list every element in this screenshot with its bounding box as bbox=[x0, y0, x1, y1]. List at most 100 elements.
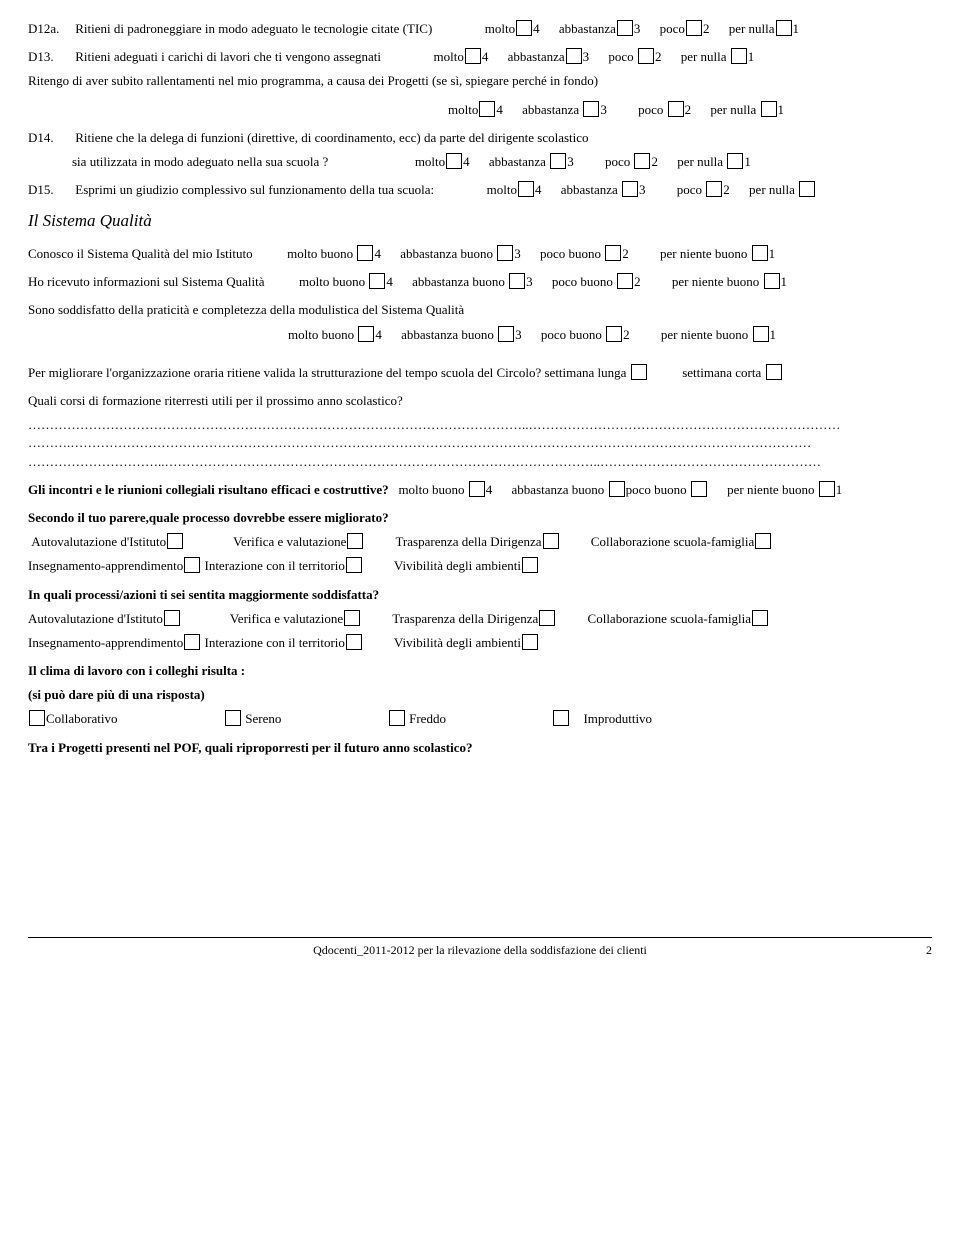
checkbox-icon[interactable] bbox=[164, 610, 180, 626]
checkbox-icon[interactable] bbox=[29, 710, 45, 726]
scale: molto4 abbastanza3 poco 2 per nulla 1 bbox=[434, 49, 755, 64]
q-d13-sub-scale: molto4 abbastanza 3 poco 2 per nulla 1 bbox=[28, 101, 932, 119]
checkbox-icon[interactable] bbox=[753, 326, 769, 342]
checkbox-icon[interactable] bbox=[566, 48, 582, 64]
scale: molto4 abbastanza 3 poco 2 per nulla bbox=[487, 182, 817, 197]
q-d14-sub: sia utilizzata in modo adeguato nella su… bbox=[72, 153, 932, 171]
dotted-line: …………………………..…………………………………………………………………………… bbox=[28, 453, 932, 471]
clima-opts: Collaborativo Sereno Freddo Improduttivo bbox=[28, 710, 932, 728]
checkbox-icon[interactable] bbox=[686, 20, 702, 36]
checkbox-icon[interactable] bbox=[344, 610, 360, 626]
qualita-r3: Sono soddisfatto della praticità e compl… bbox=[28, 301, 932, 319]
checkbox-icon[interactable] bbox=[225, 710, 241, 726]
scale: molto4 abbastanza3 poco2 per nulla1 bbox=[485, 21, 799, 36]
checkbox-icon[interactable] bbox=[446, 153, 462, 169]
checkbox-icon[interactable] bbox=[731, 48, 747, 64]
q-code: D13. bbox=[28, 48, 72, 66]
checkbox-icon[interactable] bbox=[638, 48, 654, 64]
checkbox-icon[interactable] bbox=[539, 610, 555, 626]
q-code: D12a. bbox=[28, 20, 72, 38]
q-code: D14. bbox=[28, 129, 72, 147]
checkbox-icon[interactable] bbox=[389, 710, 405, 726]
checkbox-icon[interactable] bbox=[516, 20, 532, 36]
clima-note: (si può dare più di una risposta) bbox=[28, 686, 932, 704]
checkbox-icon[interactable] bbox=[346, 634, 362, 650]
footer: Qdocenti_2011-2012 per la rilevazione de… bbox=[28, 937, 932, 959]
checkbox-icon[interactable] bbox=[706, 181, 722, 197]
checkbox-icon[interactable] bbox=[617, 273, 633, 289]
corsi-q: Quali corsi di formazione riterresti uti… bbox=[28, 392, 932, 410]
checkbox-icon[interactable] bbox=[522, 634, 538, 650]
checkbox-icon[interactable] bbox=[819, 481, 835, 497]
checkbox-icon[interactable] bbox=[799, 181, 815, 197]
scale: molto4 abbastanza 3 poco 2 per nulla 1 bbox=[448, 102, 784, 117]
checkbox-icon[interactable] bbox=[167, 533, 183, 549]
q-code: D15. bbox=[28, 181, 72, 199]
scale: molto4 abbastanza 3 poco 2 per nulla 1 bbox=[415, 154, 751, 169]
checkbox-icon[interactable] bbox=[509, 273, 525, 289]
checkbox-icon[interactable] bbox=[606, 326, 622, 342]
checkbox-icon[interactable] bbox=[346, 557, 362, 573]
checkbox-icon[interactable] bbox=[479, 101, 495, 117]
checkbox-icon[interactable] bbox=[634, 153, 650, 169]
q-text: Ritiene che la delega di funzioni (diret… bbox=[75, 130, 588, 145]
soddisfatta-row2: Insegnamento-apprendimento Interazione c… bbox=[28, 634, 932, 652]
checkbox-icon[interactable] bbox=[755, 533, 771, 549]
checkbox-icon[interactable] bbox=[583, 101, 599, 117]
checkbox-icon[interactable] bbox=[617, 20, 633, 36]
checkbox-icon[interactable] bbox=[184, 634, 200, 650]
dotted-line: ……………………………………………………………………………………………………..… bbox=[28, 416, 932, 434]
dotted-line: ……….………………………………………………………………………………………………… bbox=[28, 434, 932, 452]
checkbox-icon[interactable] bbox=[605, 245, 621, 261]
migliorato-q: Secondo il tuo parere,quale processo dov… bbox=[28, 509, 932, 527]
checkbox-icon[interactable] bbox=[347, 533, 363, 549]
checkbox-icon[interactable] bbox=[465, 48, 481, 64]
q-text: Ritieni di padroneggiare in modo adeguat… bbox=[75, 21, 432, 36]
checkbox-icon[interactable] bbox=[609, 481, 625, 497]
checkbox-icon[interactable] bbox=[543, 533, 559, 549]
footer-page: 2 bbox=[926, 942, 932, 959]
q-d12a: D12a. Ritieni di padroneggiare in modo a… bbox=[28, 20, 932, 38]
checkbox-icon[interactable] bbox=[550, 153, 566, 169]
pof-q: Tra i Progetti presenti nel POF, quali r… bbox=[28, 739, 932, 757]
qualita-r1: Conosco il Sistema Qualità del mio Istit… bbox=[28, 245, 932, 263]
checkbox-icon[interactable] bbox=[518, 181, 534, 197]
org-oraria: Per migliorare l'organizzazione oraria r… bbox=[28, 364, 932, 382]
scale-buono: molto buono 4 abbastanza buono 3 poco bu… bbox=[299, 274, 787, 289]
clima-q: Il clima di lavoro con i colleghi risult… bbox=[28, 662, 932, 680]
checkbox-icon[interactable] bbox=[357, 245, 373, 261]
incontri-row: Gli incontri e le riunioni collegiali ri… bbox=[28, 481, 932, 499]
checkbox-icon[interactable] bbox=[761, 101, 777, 117]
checkbox-icon[interactable] bbox=[553, 710, 569, 726]
checkbox-icon[interactable] bbox=[668, 101, 684, 117]
checkbox-icon[interactable] bbox=[522, 557, 538, 573]
scale-buono: molto buono 4 abbastanza buono 3 poco bu… bbox=[288, 327, 776, 342]
section-heading: Il Sistema Qualità bbox=[28, 209, 932, 233]
q-d13: D13. Ritieni adeguati i carichi di lavor… bbox=[28, 48, 932, 66]
checkbox-icon[interactable] bbox=[497, 245, 513, 261]
checkbox-icon[interactable] bbox=[369, 273, 385, 289]
q-subtext: sia utilizzata in modo adeguato nella su… bbox=[72, 154, 328, 169]
q-text: Ritieni adeguati i carichi di lavori che… bbox=[75, 49, 381, 64]
soddisfatta-q: In quali processi/azioni ti sei sentita … bbox=[28, 586, 932, 604]
checkbox-icon[interactable] bbox=[776, 20, 792, 36]
qualita-r3-scale: molto buono 4 abbastanza buono 3 poco bu… bbox=[28, 326, 932, 344]
checkbox-icon[interactable] bbox=[752, 245, 768, 261]
checkbox-icon[interactable] bbox=[727, 153, 743, 169]
checkbox-icon[interactable] bbox=[764, 273, 780, 289]
q-d14: D14. Ritiene che la delega di funzioni (… bbox=[28, 129, 932, 147]
q-d13-sub: Ritengo di aver subito rallentamenti nel… bbox=[28, 72, 932, 90]
checkbox-icon[interactable] bbox=[358, 326, 374, 342]
qualita-r2: Ho ricevuto informazioni sul Sistema Qua… bbox=[28, 273, 932, 291]
checkbox-icon[interactable] bbox=[766, 364, 782, 380]
checkbox-icon[interactable] bbox=[631, 364, 647, 380]
checkbox-icon[interactable] bbox=[691, 481, 707, 497]
scale-buono: molto buono 4 abbastanza buono 3 poco bu… bbox=[287, 246, 775, 261]
q-subtext: Ritengo di aver subito rallentamenti nel… bbox=[28, 73, 598, 88]
checkbox-icon[interactable] bbox=[622, 181, 638, 197]
checkbox-icon[interactable] bbox=[469, 481, 485, 497]
checkbox-icon[interactable] bbox=[498, 326, 514, 342]
checkbox-icon[interactable] bbox=[184, 557, 200, 573]
footer-text: Qdocenti_2011-2012 per la rilevazione de… bbox=[313, 943, 647, 957]
checkbox-icon[interactable] bbox=[752, 610, 768, 626]
